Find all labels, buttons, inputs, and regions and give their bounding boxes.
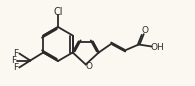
Text: Cl: Cl	[53, 7, 63, 17]
Text: F: F	[11, 56, 16, 65]
Text: O: O	[85, 62, 92, 71]
Text: F: F	[13, 49, 18, 58]
Text: OH: OH	[151, 43, 165, 52]
Text: O: O	[141, 26, 148, 35]
Text: F: F	[13, 63, 18, 72]
